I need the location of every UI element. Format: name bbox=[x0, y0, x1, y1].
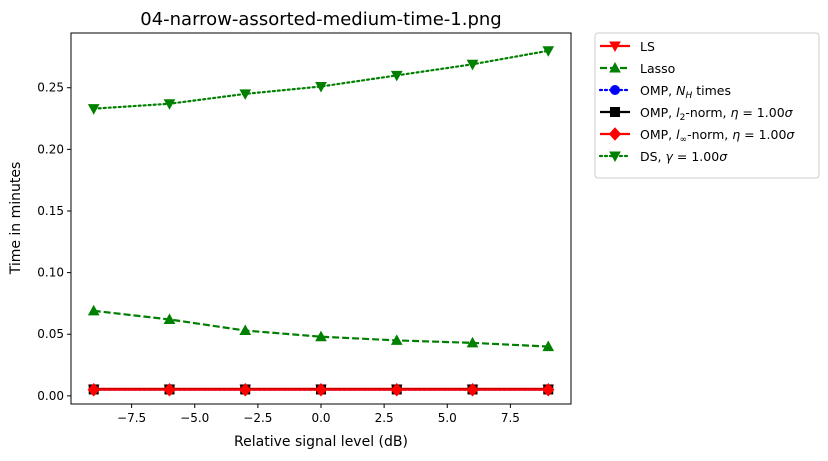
legend-marker bbox=[608, 127, 622, 141]
legend-marker bbox=[609, 151, 621, 163]
data-point-ds-1-00 bbox=[163, 99, 176, 110]
data-point-omp-l-norm-1-00 bbox=[239, 382, 252, 397]
series-lasso bbox=[87, 304, 555, 352]
legend-marker bbox=[610, 85, 620, 95]
legend-label-omp-linf: OMP, l∞-norm, η = 1.00σ bbox=[640, 127, 795, 145]
data-point-lasso bbox=[466, 336, 479, 348]
y-tick-label: 0.05 bbox=[37, 327, 64, 341]
data-point-lasso bbox=[542, 340, 555, 352]
series-layer bbox=[87, 46, 555, 397]
x-tick-label: −7.5 bbox=[117, 411, 146, 425]
y-axis-ticks: 0.00 0.05 0.10 0.15 0.20 0.25 bbox=[37, 81, 71, 403]
legend-marker bbox=[610, 107, 620, 117]
chart-title: 04-narrow-assorted-medium-time-1.png bbox=[140, 9, 501, 30]
x-axis-ticks: −7.5 −5.0 −2.5 0.0 2.5 5.0 7.5 bbox=[117, 404, 520, 425]
x-tick-label: 0.0 bbox=[311, 411, 330, 425]
series-omp-l-norm-1-00 bbox=[87, 382, 555, 397]
series-ds-1-00 bbox=[87, 46, 555, 115]
y-tick-label: 0.15 bbox=[37, 204, 64, 218]
series-line-ds-1-00 bbox=[92, 49, 550, 110]
x-tick-label: 5.0 bbox=[438, 411, 457, 425]
data-point-lasso bbox=[87, 304, 100, 316]
legend-label-lasso: Lasso bbox=[640, 61, 675, 76]
y-tick-label: 0.25 bbox=[37, 81, 64, 95]
legend-handle-omp-l-norm-1-00 bbox=[600, 127, 630, 141]
legend-label-ds: DS, γ = 1.00σ bbox=[640, 149, 728, 164]
data-point-omp-l-norm-1-00 bbox=[390, 382, 403, 397]
y-axis-label: Time in minutes bbox=[8, 162, 24, 276]
data-point-ds-1-00 bbox=[87, 104, 100, 115]
data-point-ds-1-00 bbox=[239, 89, 252, 100]
data-point-ds-1-00 bbox=[466, 59, 479, 71]
data-point-omp-l-norm-1-00 bbox=[466, 382, 479, 397]
data-point-ds-1-00 bbox=[315, 81, 327, 93]
data-point-omp-l-norm-1-00 bbox=[163, 382, 176, 397]
x-tick-label: 7.5 bbox=[501, 411, 520, 425]
data-point-lasso bbox=[315, 330, 327, 342]
y-tick-label: 0.10 bbox=[37, 266, 64, 280]
legend-label-ls: LS bbox=[640, 39, 655, 54]
legend-handles bbox=[598, 41, 632, 163]
x-tick-label: −5.0 bbox=[180, 411, 209, 425]
x-tick-label: −2.5 bbox=[243, 411, 272, 425]
legend-handle-ls bbox=[600, 41, 630, 53]
x-axis-label: Relative signal level (dB) bbox=[234, 434, 408, 450]
legend-handle-lasso bbox=[600, 61, 630, 73]
legend-label-omp-nh: OMP, NH times bbox=[640, 83, 731, 101]
y-tick-label: 0.00 bbox=[37, 389, 64, 403]
x-tick-label: 2.5 bbox=[375, 411, 394, 425]
legend: LS Lasso OMP, NH times OMP, l2-norm, η =… bbox=[594, 32, 820, 179]
legend-handle-ds-1-00 bbox=[598, 151, 632, 163]
data-point-lasso bbox=[239, 324, 252, 336]
data-point-omp-l-norm-1-00 bbox=[87, 382, 100, 397]
data-point-lasso bbox=[163, 313, 176, 324]
data-point-omp-l-norm-1-00 bbox=[314, 382, 328, 397]
legend-marker bbox=[609, 61, 621, 73]
data-point-lasso bbox=[390, 334, 403, 345]
legend-box bbox=[594, 32, 820, 179]
data-point-ds-1-00 bbox=[390, 70, 403, 82]
legend-handle-omp-n-h-times bbox=[598, 85, 632, 95]
y-tick-label: 0.20 bbox=[37, 142, 64, 156]
legend-marker bbox=[609, 41, 621, 53]
data-point-ds-1-00 bbox=[542, 46, 555, 57]
legend-label-omp-l2: OMP, l2-norm, η = 1.00σ bbox=[640, 105, 794, 123]
legend-handle-omp-l2-norm-1-00 bbox=[600, 107, 630, 117]
data-point-omp-l-norm-1-00 bbox=[542, 382, 555, 397]
